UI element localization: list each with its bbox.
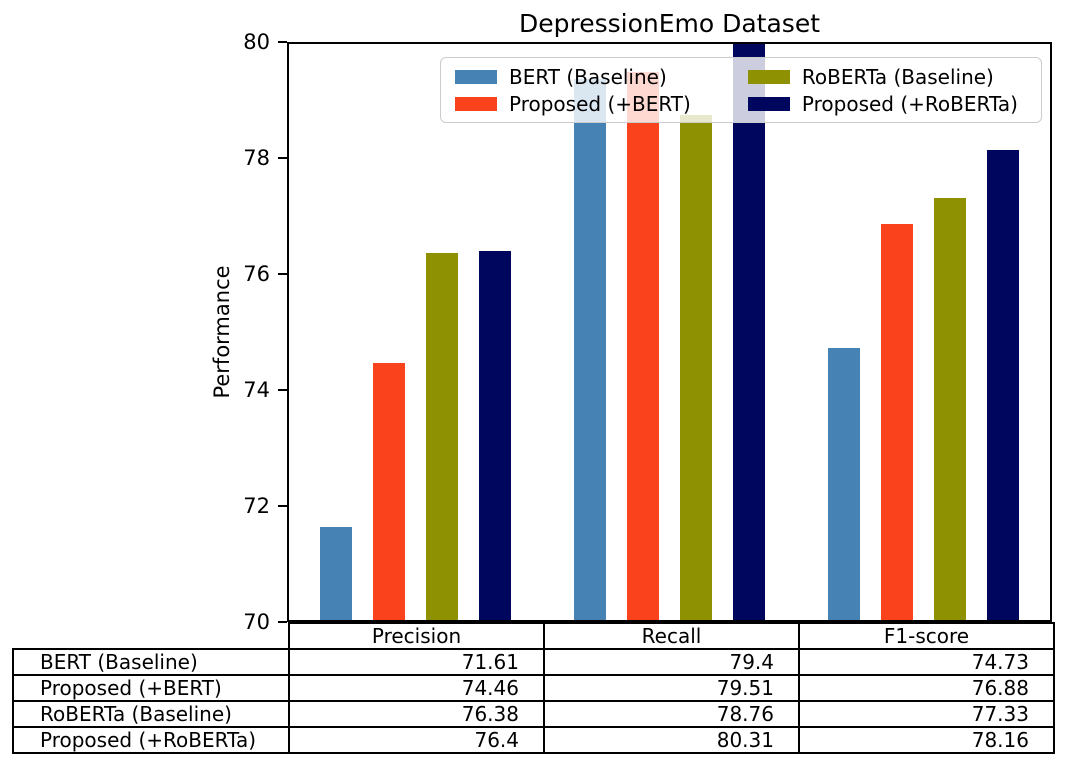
table-cell-value: 76.38 — [288, 700, 545, 728]
table-row: Proposed (+BERT) 74.46 79.51 76.88 — [12, 674, 1055, 702]
table-column-header: F1-score — [798, 622, 1055, 650]
y-tick-mark — [278, 505, 287, 507]
y-tick-label: 80 — [243, 30, 270, 54]
table-cell-value: 74.46 — [288, 674, 545, 702]
table-cell-value: 77.33 — [798, 700, 1055, 728]
legend-swatch-icon — [455, 96, 497, 111]
table-cell-value: 71.61 — [288, 648, 545, 676]
bar-roberta-baseline- — [680, 115, 712, 620]
legend-swatch-icon — [747, 69, 790, 84]
y-tick-label: 70 — [243, 610, 270, 634]
y-tick-label: 78 — [243, 146, 270, 170]
legend-label: RoBERTa (Baseline) — [801, 64, 994, 89]
table-cell-value: 80.31 — [543, 726, 800, 754]
table-column-header: Precision — [288, 622, 545, 650]
legend-entry: BERT (Baseline) — [455, 65, 700, 89]
bar-roberta-baseline- — [426, 252, 459, 620]
chart-title: DepressionEmo Dataset — [518, 9, 821, 38]
y-tick-mark — [278, 273, 287, 275]
bar-group-precision — [289, 44, 543, 620]
table-row: Proposed (+RoBERTa) 76.4 80.31 78.16 — [12, 726, 1055, 754]
table-cell-value: 79.51 — [543, 674, 800, 702]
bar-proposed-roberta- — [733, 44, 765, 620]
table-cell-value: 74.73 — [798, 648, 1055, 676]
results-table: Precision Recall F1-score BERT (Baseline) 71… — [12, 622, 1055, 754]
table-cell-value: 79.4 — [543, 648, 800, 676]
y-tick-label: 72 — [243, 494, 270, 518]
legend-entry: Proposed (+BERT) — [455, 92, 700, 116]
bar-group-f1-score — [796, 44, 1050, 620]
bar-bert-baseline- — [574, 78, 606, 620]
table-cell-value: 78.76 — [543, 700, 800, 728]
table-row: RoBERTa (Baseline) 76.38 78.76 77.33 — [12, 700, 1055, 728]
table-column-header: Recall — [543, 622, 800, 650]
legend: BERT (Baseline) Proposed (+BERT) RoBERTa (… — [440, 57, 1042, 123]
y-tick-label: 76 — [243, 262, 270, 286]
table-cell-value: 76.4 — [288, 726, 545, 754]
y-tick-mark — [278, 621, 287, 623]
bar-bert-baseline- — [320, 527, 353, 620]
legend-swatch-icon — [455, 69, 497, 84]
table-row-label: BERT (Baseline) — [12, 648, 290, 676]
y-tick-label: 74 — [243, 378, 270, 402]
table-cell-value: 78.16 — [798, 726, 1055, 754]
legend-swatch-icon — [747, 96, 790, 111]
table-row-label: Proposed (+RoBERTa) — [12, 726, 290, 754]
results-table-body: Precision Recall F1-score BERT (Baseline) 71… — [12, 622, 1055, 754]
bar-proposed-roberta- — [986, 149, 1019, 620]
bar-proposed-bert- — [627, 72, 659, 620]
table-cell-value: 76.88 — [798, 674, 1055, 702]
y-tick-mark — [278, 389, 287, 391]
table-header-row: Precision Recall F1-score — [13, 622, 1055, 650]
legend-label: Proposed (+BERT) — [509, 91, 691, 116]
legend-entry: RoBERTa (Baseline) — [747, 64, 1027, 89]
y-tick-mark — [278, 157, 287, 159]
bar-proposed-bert- — [880, 223, 913, 620]
table-row-label: RoBERTa (Baseline) — [12, 700, 290, 728]
legend-label: BERT (Baseline) — [509, 64, 667, 89]
bar-group-recall — [543, 44, 797, 620]
bar-roberta-baseline- — [933, 197, 966, 620]
bar-proposed-bert- — [373, 363, 406, 620]
table-corner-empty — [13, 623, 289, 649]
plot-area — [287, 42, 1052, 622]
bar-proposed-roberta- — [479, 251, 512, 620]
table-row: BERT (Baseline) 71.61 79.4 74.73 — [12, 648, 1055, 676]
y-tick-mark — [278, 41, 287, 43]
table-row-label: Proposed (+BERT) — [12, 674, 290, 702]
bar-bert-baseline- — [827, 347, 860, 620]
legend-label: Proposed (+RoBERTa) — [801, 91, 1018, 116]
legend-entry: Proposed (+RoBERTa) — [747, 91, 1027, 116]
